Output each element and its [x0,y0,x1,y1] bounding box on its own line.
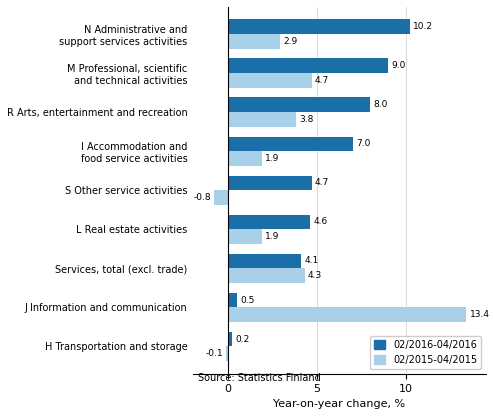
Bar [228,229,262,244]
Text: 0.5: 0.5 [240,295,254,305]
Legend: 02/2016-04/2016, 02/2015-04/2015: 02/2016-04/2016, 02/2015-04/2015 [370,336,481,369]
Bar [228,73,312,88]
Bar [228,268,305,283]
Text: 1.9: 1.9 [265,232,280,241]
Text: 7.0: 7.0 [356,139,370,149]
Bar [228,176,312,191]
Bar [228,254,301,268]
Text: 0.2: 0.2 [235,334,249,344]
Text: 8.0: 8.0 [374,100,388,109]
Bar [228,151,262,166]
Bar [228,136,352,151]
Text: 4.7: 4.7 [315,178,329,188]
Bar [228,112,296,127]
Text: Source: Statistics Finland: Source: Statistics Finland [198,373,321,383]
Bar [228,307,466,322]
Bar [228,97,370,112]
Bar [228,34,280,49]
Text: 2.9: 2.9 [283,37,297,46]
Text: 4.3: 4.3 [308,271,322,280]
Text: -0.8: -0.8 [193,193,211,202]
Text: 13.4: 13.4 [470,310,490,319]
Text: 10.2: 10.2 [413,22,433,31]
Bar [226,347,228,361]
Text: 4.1: 4.1 [304,257,318,265]
Text: 1.9: 1.9 [265,154,280,163]
Bar [228,59,388,73]
Bar [214,191,228,205]
Text: 4.7: 4.7 [315,76,329,85]
Text: 4.6: 4.6 [313,218,327,226]
Bar [228,292,237,307]
Bar [228,20,410,34]
Text: -0.1: -0.1 [206,349,223,358]
Bar [228,332,232,347]
Bar [228,215,310,229]
X-axis label: Year-on-year change, %: Year-on-year change, % [273,399,405,409]
Text: 9.0: 9.0 [391,62,406,70]
Text: 3.8: 3.8 [299,115,314,124]
